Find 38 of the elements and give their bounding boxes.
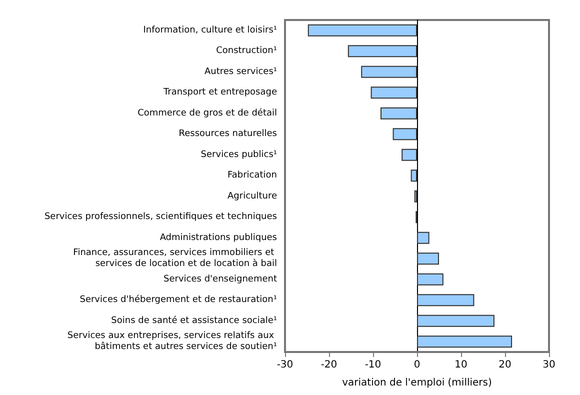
y-tick-label: Services d'enseignement (164, 274, 278, 284)
bar (348, 45, 417, 58)
y-tick-label: Services d'hébergement et de restauration¹ (80, 294, 278, 306)
bar (417, 336, 512, 348)
y-tick-label: Construction¹ (216, 46, 278, 56)
x-tick-label: -20 (320, 360, 338, 370)
bar (417, 314, 494, 327)
y-tick-label: Soins de santé et assistance sociale¹ (111, 314, 278, 326)
y-tick-label: Services aux entreprises, services relatifs aux bâtiments et autres services de soutien¹ (67, 331, 278, 352)
bar (417, 232, 430, 244)
y-tick-label: Administrations publiques (160, 232, 278, 243)
y-tick-label: Fabrication (228, 170, 277, 181)
y-tick-label: Transport et entreposage (162, 88, 278, 98)
bar (410, 170, 417, 182)
y-tick-label: Autres services¹ (204, 66, 278, 77)
x-tick-label: 10 (454, 360, 468, 370)
bar (417, 294, 474, 306)
y-tick-label: Finance, assurances, services immobiliers et services de location et de location à bail (73, 248, 277, 270)
x-tick-label: -10 (364, 360, 382, 370)
y-tick-label: Services publics¹ (200, 150, 278, 160)
bar (402, 148, 417, 161)
y-tick-label: Commerce de gros et de détail (138, 107, 277, 118)
x-tick-label: 30 (542, 360, 556, 370)
x-tick-label: -30 (276, 360, 294, 370)
bar (417, 252, 439, 265)
y-tick-label: Agriculture (228, 191, 278, 202)
y-tick-label: Information, culture et loisirs¹ (143, 25, 278, 36)
bar (392, 128, 417, 140)
x-tick-label: 20 (498, 360, 512, 370)
bar (417, 273, 444, 286)
y-tick-label: Ressources naturelles (178, 129, 278, 140)
bar (308, 24, 417, 36)
bar (380, 107, 417, 120)
bar (361, 66, 417, 78)
x-tick-label: 0 (414, 360, 420, 370)
bar (370, 86, 417, 99)
y-tick-label: Services professionnels, scientifiques et techniques (44, 212, 278, 222)
x-axis-title: variation de l'emploi (milliers) (342, 378, 492, 388)
